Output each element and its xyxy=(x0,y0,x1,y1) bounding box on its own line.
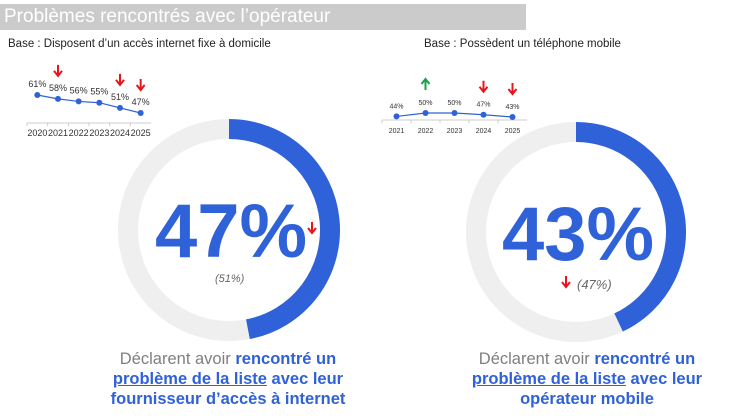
left-mini-data-label: 58% xyxy=(49,83,67,93)
right-mini-arrow-down-icon xyxy=(507,83,518,96)
left-mini-point xyxy=(55,95,61,102)
left-mini-year-label: 2025 xyxy=(131,128,151,138)
left-mini-year-label: 2022 xyxy=(69,128,89,138)
left-mini-year-label: 2020 xyxy=(27,128,47,138)
right-description: Déclarent avoir rencontré un problème de… xyxy=(471,350,703,408)
right-trend-down-icon xyxy=(561,276,571,289)
left-mini-data-label: 61% xyxy=(28,79,46,89)
left-mini-arrow-down-icon xyxy=(115,73,125,87)
right-mini-data-label: 50% xyxy=(447,100,461,107)
right-previous-value: (47%) xyxy=(577,277,612,292)
right-mini-year-label: 2025 xyxy=(505,128,521,135)
right-mini-arrow-up-icon xyxy=(420,77,431,90)
right-mini-year-label: 2021 xyxy=(389,128,405,135)
right-mini-year-label: 2023 xyxy=(447,128,463,135)
left-trend-down-icon xyxy=(307,222,317,235)
left-description: Déclarent avoir rencontré un problème de… xyxy=(110,350,346,408)
left-mini-year-label: 2023 xyxy=(89,128,109,138)
left-mini-point xyxy=(34,92,41,98)
section-title: Problèmes rencontrés avec l’opérateur xyxy=(0,4,526,30)
right-mini-point xyxy=(480,111,487,118)
left-mini-arrow-down-icon xyxy=(135,79,146,92)
right-mini-point xyxy=(422,110,429,116)
left-mini-point xyxy=(75,98,82,105)
left-mini-point xyxy=(96,99,103,106)
right-mini-data-label: 50% xyxy=(418,100,432,107)
left-donut-arc xyxy=(228,119,340,340)
left-mini-year-label: 2021 xyxy=(48,128,68,138)
left-mini-data-label: 51% xyxy=(111,92,129,102)
left-mini-data-label: 55% xyxy=(90,87,108,97)
left-big-value: 47% xyxy=(154,189,308,274)
left-mini-data-label: 47% xyxy=(132,97,150,107)
left-mini-point xyxy=(117,104,123,111)
left-mini-point xyxy=(137,110,144,116)
right-mini-data-label: 43% xyxy=(505,104,519,111)
left-previous-value: (51%) xyxy=(215,273,245,285)
left-mini-arrow-down-icon xyxy=(53,64,63,78)
right-mini-year-label: 2024 xyxy=(476,128,492,135)
right-donut-arc xyxy=(575,122,686,332)
left-base-label: Base : Disposent d’un accès internet fix… xyxy=(8,38,271,50)
right-mini-point xyxy=(393,113,400,120)
right-mini-point xyxy=(451,110,458,116)
problem-list-link[interactable]: problème de la liste xyxy=(471,370,626,388)
right-mini-point xyxy=(509,114,516,120)
right-mini-year-label: 2022 xyxy=(418,128,434,135)
right-mini-arrow-down-icon xyxy=(478,80,489,94)
left-mini-line xyxy=(37,94,141,114)
right-big-value: 43% xyxy=(501,192,655,277)
left-mini-year-label: 2024 xyxy=(110,128,130,138)
right-mini-data-label: 44% xyxy=(389,103,403,110)
left-mini-data-label: 56% xyxy=(70,85,88,95)
problem-list-link[interactable]: problème de la liste xyxy=(112,370,267,388)
right-mini-data-label: 47% xyxy=(476,102,490,109)
right-base-label: Base : Possèdent un téléphone mobile xyxy=(424,38,621,50)
